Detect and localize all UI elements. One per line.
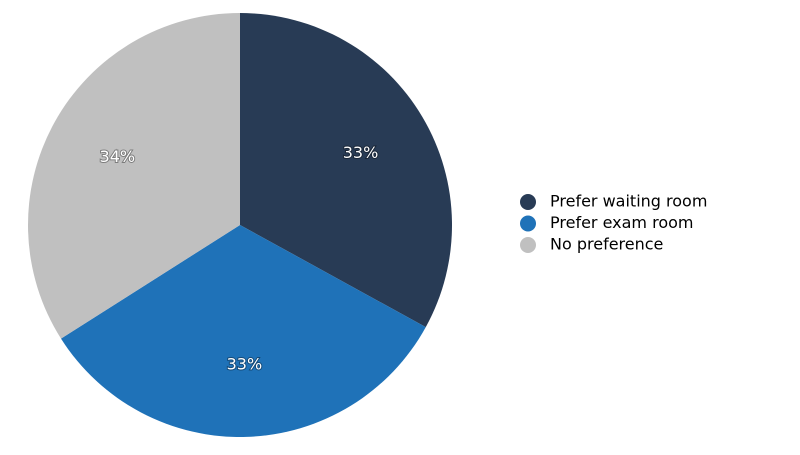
pie-slice [240, 13, 452, 328]
legend-label: Prefer waiting room [550, 192, 707, 211]
legend-marker [520, 237, 536, 253]
legend-marker [520, 215, 536, 232]
slice-label: 33% [343, 143, 379, 162]
legend-marker [520, 194, 536, 210]
pie-slice [61, 225, 426, 438]
slice-label: 33% [227, 354, 263, 373]
pie-slice [28, 13, 240, 339]
legend-label: Prefer exam room [550, 213, 693, 232]
legend-label: No preference [550, 235, 663, 254]
slice-label: 34% [100, 147, 136, 166]
